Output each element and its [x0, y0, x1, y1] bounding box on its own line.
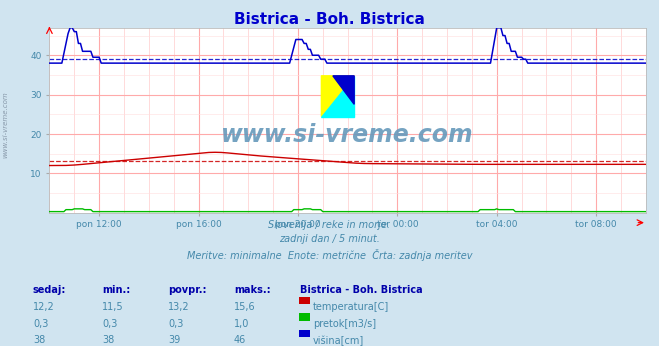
Text: 38: 38	[102, 335, 115, 345]
Polygon shape	[333, 76, 354, 104]
Text: 11,5: 11,5	[102, 302, 124, 312]
Text: Meritve: minimalne  Enote: metrične  Črta: zadnja meritev: Meritve: minimalne Enote: metrične Črta:…	[186, 249, 473, 261]
Text: www.si-vreme.com: www.si-vreme.com	[221, 123, 474, 147]
Text: povpr.:: povpr.:	[168, 285, 206, 295]
Text: Slovenija / reke in morje.: Slovenija / reke in morje.	[268, 220, 391, 230]
Text: 0,3: 0,3	[33, 319, 48, 329]
Text: www.si-vreme.com: www.si-vreme.com	[2, 91, 9, 158]
Text: temperatura[C]: temperatura[C]	[313, 302, 389, 312]
Text: pretok[m3/s]: pretok[m3/s]	[313, 319, 376, 329]
Text: maks.:: maks.:	[234, 285, 271, 295]
Text: 12,2: 12,2	[33, 302, 55, 312]
Text: 38: 38	[33, 335, 45, 345]
Text: 13,2: 13,2	[168, 302, 190, 312]
Text: višina[cm]: višina[cm]	[313, 335, 364, 346]
Text: Bistrica - Boh. Bistrica: Bistrica - Boh. Bistrica	[300, 285, 422, 295]
Text: 15,6: 15,6	[234, 302, 256, 312]
Polygon shape	[322, 76, 354, 117]
Text: sedaj:: sedaj:	[33, 285, 67, 295]
Text: 46: 46	[234, 335, 246, 345]
Text: 0,3: 0,3	[168, 319, 183, 329]
Polygon shape	[322, 76, 354, 117]
Text: min.:: min.:	[102, 285, 130, 295]
Text: Bistrica - Boh. Bistrica: Bistrica - Boh. Bistrica	[234, 12, 425, 27]
Text: zadnji dan / 5 minut.: zadnji dan / 5 minut.	[279, 234, 380, 244]
Text: 0,3: 0,3	[102, 319, 117, 329]
Text: 39: 39	[168, 335, 181, 345]
Text: 1,0: 1,0	[234, 319, 249, 329]
